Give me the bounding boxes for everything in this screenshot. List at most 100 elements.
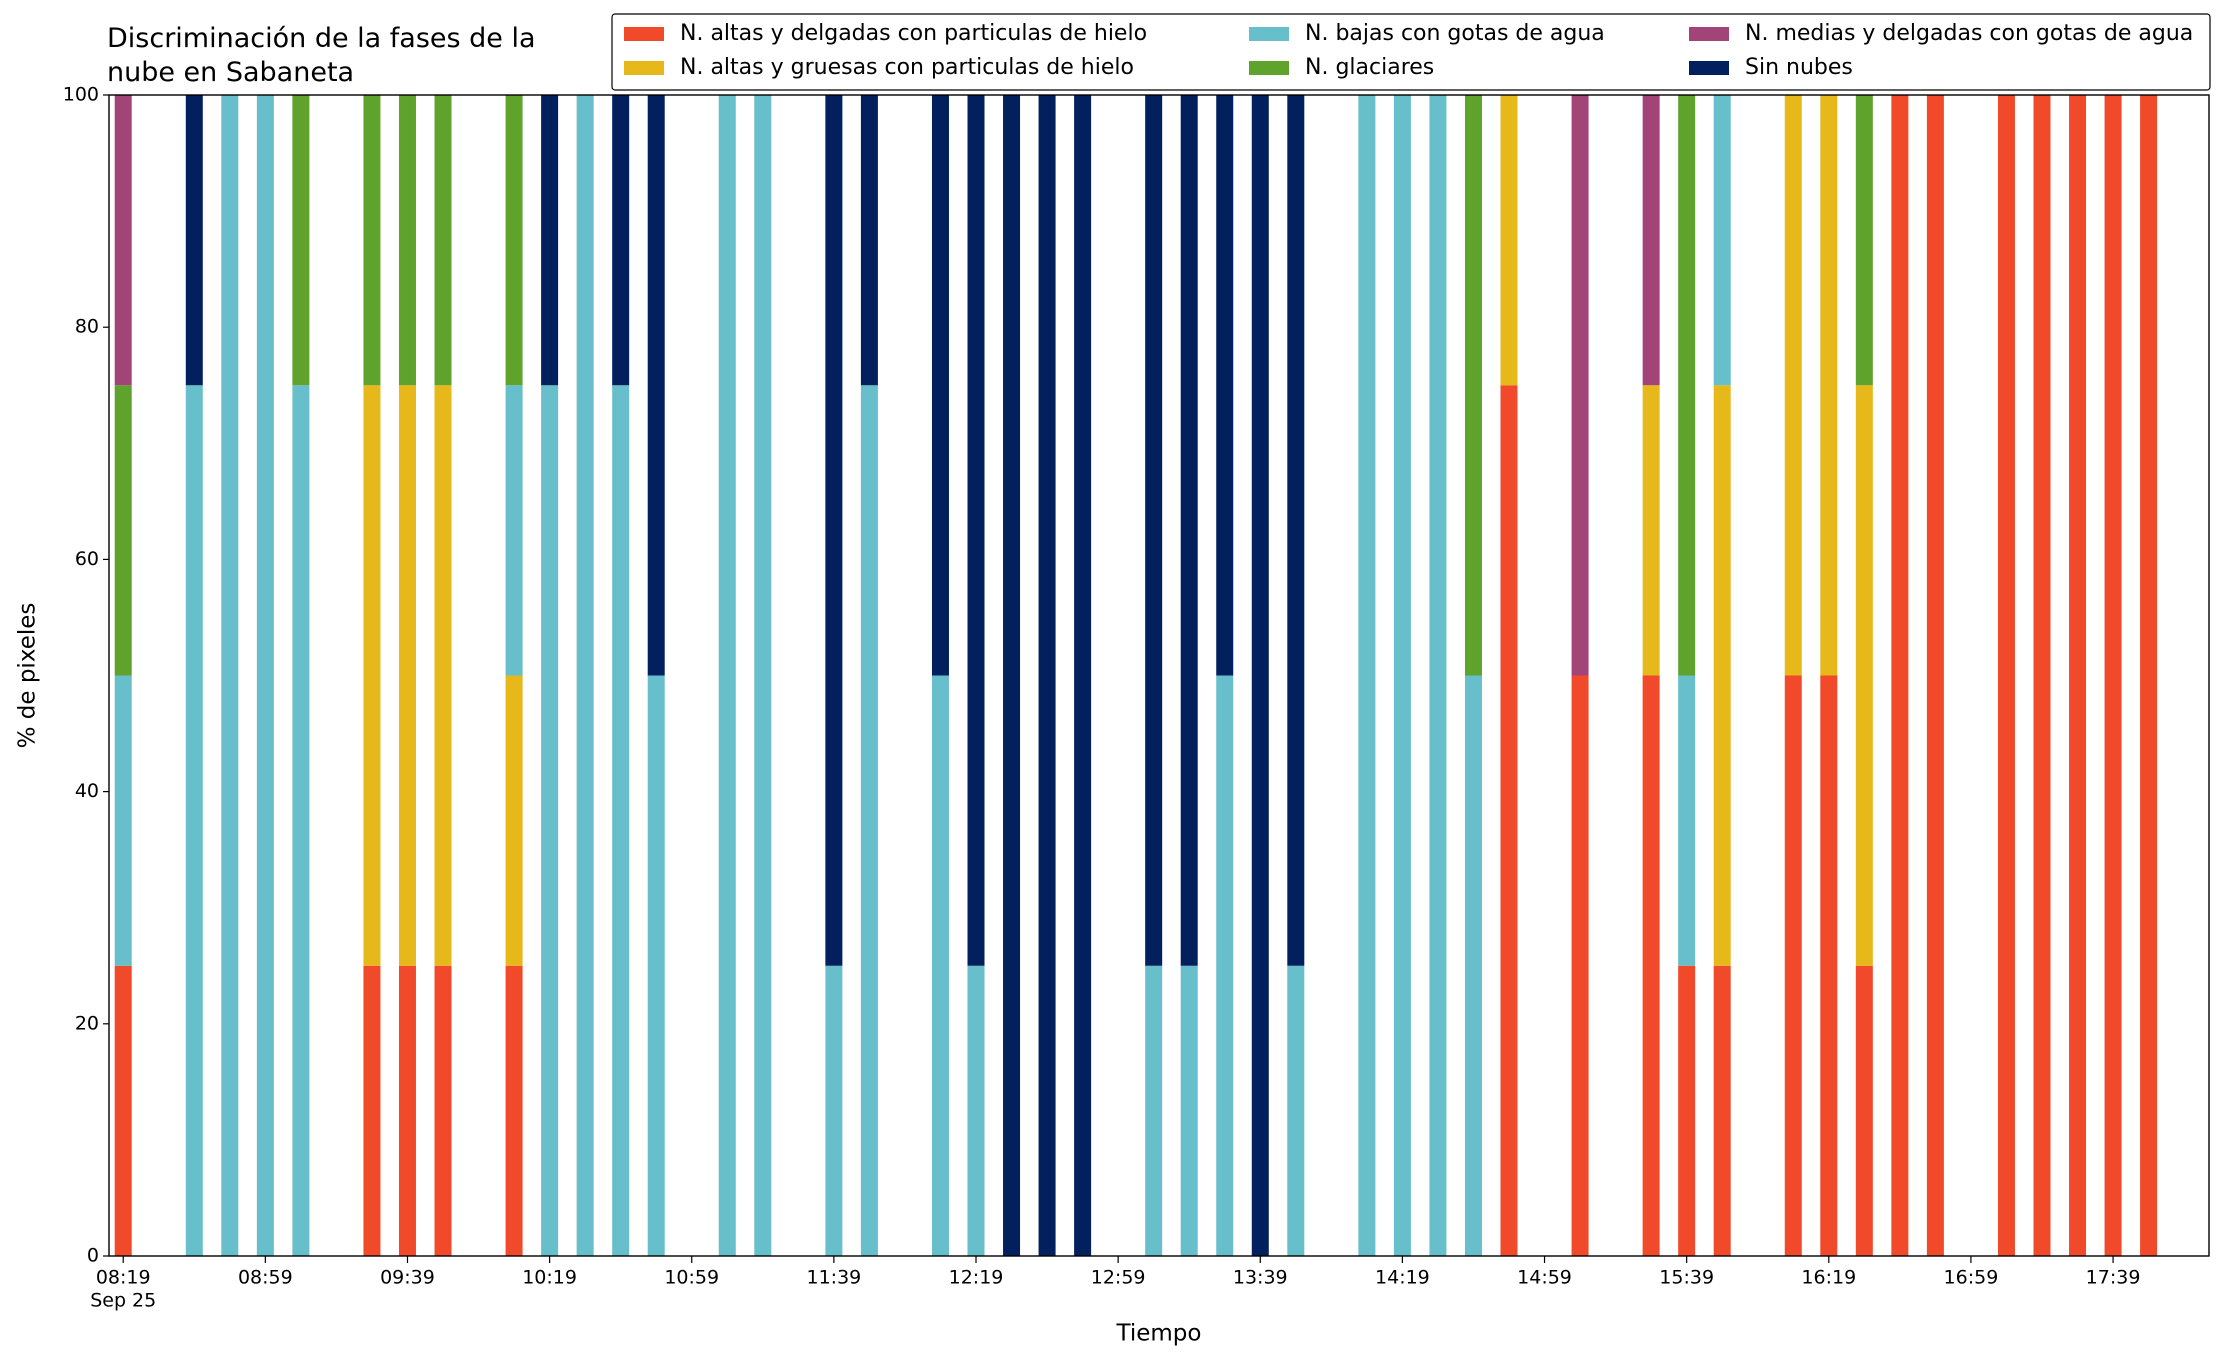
bar-segment (1074, 95, 1092, 1256)
legend-label: N. glaciares (1305, 55, 1434, 80)
bar-segment (1678, 965, 1696, 1256)
bar-segment (1180, 95, 1198, 966)
bar-segment (434, 965, 452, 1256)
bar-segment (292, 385, 310, 1256)
legend-label: Sin nubes (1745, 55, 1853, 80)
bar-segment (221, 95, 239, 1256)
bar-segment (1642, 95, 1660, 386)
bar-segment (434, 95, 452, 386)
x-tick-label: 14:19 (1375, 1267, 1430, 1289)
bar-segment (1784, 675, 1802, 1256)
bar-segment (1642, 675, 1660, 1256)
legend-swatch (1689, 61, 1729, 75)
legend-label: N. bajas con gotas de agua (1305, 21, 1605, 46)
bar-segment (825, 95, 843, 966)
bar-segment (612, 95, 630, 386)
bar-segment (505, 675, 523, 966)
bar-segment (967, 965, 985, 1256)
bar-segment (114, 675, 132, 966)
bar-segment (1713, 965, 1731, 1256)
bar-segment (1145, 965, 1163, 1256)
bar-segment (434, 385, 452, 966)
x-tick-label: 10:19 (522, 1267, 577, 1289)
bar-segment (1180, 965, 1198, 1256)
bar-segment (1891, 95, 1909, 1256)
legend-swatch (624, 27, 664, 41)
bar-segment (860, 385, 878, 1256)
bar-segment (505, 385, 523, 676)
bar-segment (114, 965, 132, 1256)
bar-segment (576, 95, 594, 1256)
bar-segment (1500, 385, 1518, 1256)
bar-segment (1997, 95, 2015, 1256)
bar-segment (2069, 95, 2087, 1256)
bar-segment (718, 95, 736, 1256)
bar-segment (1145, 95, 1163, 966)
x-axis-label: Tiempo (1116, 1321, 1202, 1347)
bar-segment (1038, 95, 1056, 1256)
bar-segment (1571, 675, 1589, 1256)
bar-segment (1820, 675, 1838, 1256)
plot-frame (108, 94, 2210, 1257)
bar-segment (647, 95, 665, 676)
y-tick-label: 20 (75, 1012, 99, 1034)
legend-box (611, 13, 2211, 91)
bar-segment (825, 965, 843, 1256)
x-tick-label: 16:19 (1801, 1267, 1856, 1289)
bar-segment (647, 675, 665, 1256)
bar-segment (1287, 95, 1305, 966)
bar-segment (1464, 95, 1482, 676)
bar-segment (860, 95, 878, 386)
bar-segment (1393, 95, 1411, 1256)
bar-segment (1678, 95, 1696, 676)
chart-title: Discriminación de la fases de la nube en… (107, 23, 536, 88)
bar-segment (292, 95, 310, 386)
bar-segment (2140, 95, 2158, 1256)
bar-segment (1287, 965, 1305, 1256)
bar-segment (1464, 675, 1482, 1256)
bar-segment (612, 385, 630, 1256)
y-tick-label: 0 (87, 1245, 99, 1267)
bar-segment (2104, 95, 2122, 1256)
x-tick-label: 08:19 (96, 1267, 151, 1289)
legend-label: N. medias y delgadas con gotas de agua (1745, 21, 2193, 46)
bar-segment (256, 95, 274, 1256)
bar-segment (363, 965, 381, 1256)
bar-segment (114, 95, 132, 386)
bar-segment (1926, 95, 1944, 1256)
bar-segment (1713, 95, 1731, 386)
x-tick-label: 08:59 (238, 1267, 293, 1289)
bar-segment (363, 385, 381, 966)
x-tick-label: 09:39 (380, 1267, 435, 1289)
bar-segment (931, 95, 949, 676)
legend-swatch (1689, 27, 1729, 41)
bar-segment (1855, 965, 1873, 1256)
bar-segment (505, 965, 523, 1256)
y-tick-label: 40 (75, 780, 99, 802)
bar-segment (754, 95, 772, 1256)
x-tick-label: 16:59 (1944, 1267, 1999, 1289)
bar-segment (363, 95, 381, 386)
bar-segment (1820, 95, 1838, 676)
bar-segment (1500, 95, 1518, 386)
bar-segment (541, 95, 559, 386)
bar-segment (1642, 385, 1660, 676)
bar-segment (1216, 675, 1234, 1256)
bar-segment (1358, 95, 1376, 1256)
x-tick-date: Sep 25 (90, 1290, 156, 1312)
bar-segment (1003, 95, 1021, 1256)
x-tick-label: 12:59 (1091, 1267, 1146, 1289)
bar-segment (1713, 385, 1731, 966)
x-tick-label: 14:59 (1517, 1267, 1572, 1289)
legend-swatch (1249, 27, 1289, 41)
legend-swatch (624, 61, 664, 75)
y-tick-label: 100 (63, 84, 99, 106)
bar-segment (1429, 95, 1447, 1256)
bar-segment (967, 95, 985, 966)
bar-segment (398, 385, 416, 966)
bar-segment (1855, 95, 1873, 386)
x-tick-label: 12:19 (949, 1267, 1004, 1289)
legend-swatch (1249, 61, 1289, 75)
